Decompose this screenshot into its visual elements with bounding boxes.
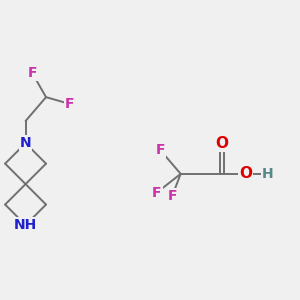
Text: F: F — [152, 186, 162, 200]
Text: O: O — [239, 167, 252, 182]
Text: N: N — [20, 136, 32, 150]
Text: F: F — [28, 66, 37, 80]
Text: NH: NH — [14, 218, 37, 232]
Text: F: F — [155, 143, 165, 157]
Text: O: O — [215, 136, 228, 151]
Text: F: F — [65, 97, 75, 111]
Text: F: F — [167, 189, 177, 203]
Text: H: H — [262, 167, 273, 181]
